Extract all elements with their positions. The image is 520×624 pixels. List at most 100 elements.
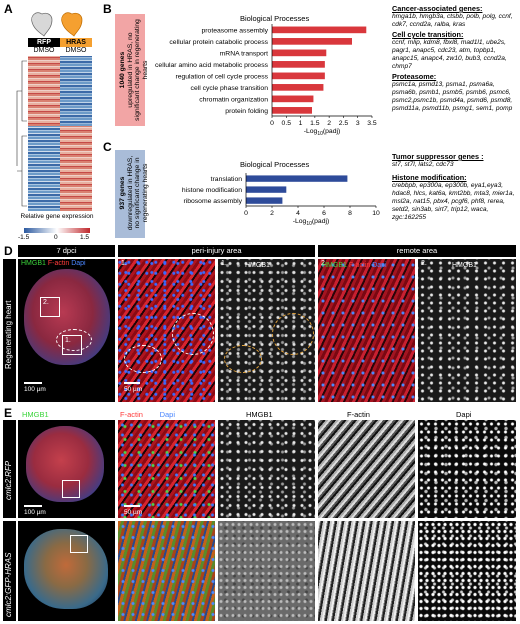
d-remote-hmgb1: 2. (418, 259, 516, 402)
x-axis-label: -Log10(padj) (304, 128, 341, 137)
color-scale (24, 228, 90, 233)
bar (272, 38, 352, 45)
panel-a: RFP HRAS DMSO DMSO Relative gene express… (14, 8, 100, 242)
bar (272, 84, 324, 91)
bar-label: translation (211, 176, 243, 183)
panel-label-d: D (4, 244, 13, 258)
gene-group-head-proteasome: Proteasome: (392, 72, 437, 81)
bar-label: histone modification (182, 187, 242, 194)
panel-b-chart-title: Biological Processes (240, 14, 310, 23)
x-tick-label: 1.5 (310, 120, 320, 127)
x-tick-label: 3 (356, 120, 360, 127)
e-hras-dapi (418, 521, 516, 621)
panel-b-sidebox: 1040 genes upregulated in HRAS, no signi… (115, 14, 149, 126)
e-rfp-scale-label: 100 µm (24, 509, 46, 516)
panel-c-description: downregulated in HRAS, no significant ch… (126, 155, 149, 231)
d-peri-merge: 1. 50 µm (118, 259, 215, 402)
d-scale-label: 100 µm (24, 386, 46, 393)
bar (246, 175, 348, 182)
heart-icons (31, 12, 83, 37)
bar (272, 72, 325, 80)
bar-label: regulation of cell cycle process (175, 73, 268, 80)
panel-c-count: 937 genes (119, 176, 126, 210)
d-side-band: Regenerating heart (3, 259, 16, 402)
bar (272, 49, 327, 57)
d-channel-labels: HMGB1 F-actin Dapi (21, 260, 86, 267)
d-peri-scale-bar (124, 382, 140, 384)
legend-title: Relative gene expression (20, 213, 94, 220)
panel-c-sidebox: 937 genes downregulated in HRAS, no sign… (115, 150, 149, 238)
panel-c-gene-groups: Tumor suppressor genes : st7, st7l, lats… (392, 152, 518, 222)
col2-label: HRAS (60, 38, 92, 47)
e-overview-channel-labels: HMGB1 (22, 410, 49, 419)
gene-group-head-cancer: Cancer-associated genes: (392, 4, 483, 13)
e-merge-channel-labels: F-actin Dapi (120, 410, 176, 419)
e-rfp-factin (318, 420, 415, 518)
d-header-peri: peri-injury area (118, 245, 315, 257)
bar-label: mRNA transport (220, 50, 268, 57)
d-remote-channel-labels: HMGB1 F-actin Dapi (322, 262, 387, 269)
bar (272, 26, 367, 34)
d-remote-hmgb1-inset: 2. (421, 260, 427, 267)
e-hras-hmgb1 (218, 521, 315, 621)
panel-b-description: upregulated in HRAS, no significant chan… (126, 19, 149, 121)
bar (272, 107, 312, 114)
gene-group-head-histone: Histone modification: (392, 173, 467, 182)
d-peri-hmgb1-inset: 1. (221, 260, 227, 267)
panel-label-b: B (103, 2, 112, 16)
bar-label: protein folding (225, 108, 268, 115)
e-rfp-merge: 50 µm (118, 420, 215, 518)
bar-label: cell cycle phase transition (191, 85, 269, 92)
bar (272, 95, 314, 103)
gene-group-list-proteasome: psmc1a, psmd13, psma1, psma6a, psma6b, p… (392, 81, 513, 112)
bar-label: cellular amino acid metabolic process (155, 62, 269, 69)
e-hras-factin (318, 521, 415, 621)
x-tick-label: 0 (244, 210, 248, 217)
d-peri-hmgb1: 1. (218, 259, 315, 402)
bar (272, 61, 325, 68)
x-axis-label: -Log10(padj) (293, 218, 330, 227)
panel-c-chart-title: Biological Processes (240, 160, 310, 169)
bar-label: ribosome assembly (183, 198, 242, 205)
x-tick-label: 0 (270, 120, 274, 127)
bar-label: proteasome assembly (202, 27, 269, 34)
col1-label: RFP (28, 38, 60, 47)
d-remote-hmgb1-title: HMGB1 (452, 262, 477, 269)
e-rfp-merge-scale-label: 50 µm (124, 509, 143, 516)
panel-label-a: A (4, 2, 13, 16)
e-rfp-hmgb1 (218, 420, 315, 518)
panel-b-count: 1040 genes (119, 51, 126, 89)
d-peri-scale-label: 50 µm (124, 386, 143, 393)
e-row1-band: cmlc2:RFP (3, 420, 16, 518)
x-tick-label: 4 (296, 210, 300, 217)
d-remote-merge: 2. (318, 259, 415, 402)
e-row1-label: cmlc2:RFP (4, 460, 13, 500)
x-tick-label: 1 (299, 120, 303, 127)
d-header-remote: remote area (318, 245, 516, 257)
d-heart-overview: 2. 1. HMGB1 F-actin Dapi 100 µm (18, 259, 115, 402)
bar-label: cellular protein catabolic process (169, 39, 268, 46)
x-tick-label: 3.5 (367, 120, 377, 127)
bar (246, 197, 283, 204)
e-hras-overview (18, 521, 115, 621)
d-side-label: Regenerating heart (4, 300, 13, 370)
d-peri-inset-label: 1. (121, 260, 127, 267)
d-inset2-marker: 2. (43, 299, 49, 306)
legend-tick-mid: 0 (54, 234, 58, 241)
legend-tick-high: 1.5 (80, 234, 90, 241)
e-factin-title: F-actin (347, 410, 370, 419)
x-tick-label: 2.5 (339, 120, 349, 127)
bar-label: chromatin organization (199, 96, 268, 103)
d-remote-inset: 2. (321, 260, 327, 267)
gene-group-list-histone: crebbpb, ep300a, ep300b, eya1,eya3, hdac… (392, 182, 515, 221)
d-scale-bar (24, 382, 42, 384)
x-tick-label: 8 (348, 210, 352, 217)
x-tick-label: 2 (270, 210, 274, 217)
dendrogram (16, 60, 27, 207)
chart-c: translation histone modification ribosome … (182, 173, 380, 227)
e-rfp-dapi (418, 420, 516, 518)
e-rfp-overview: 100 µm (18, 420, 115, 518)
gene-group-list-tumor: st7, st7l, lats2, cdc73 (392, 161, 454, 168)
heatmap (28, 56, 92, 211)
d-peri-hmgb1-title: HMGB1 (245, 262, 270, 269)
